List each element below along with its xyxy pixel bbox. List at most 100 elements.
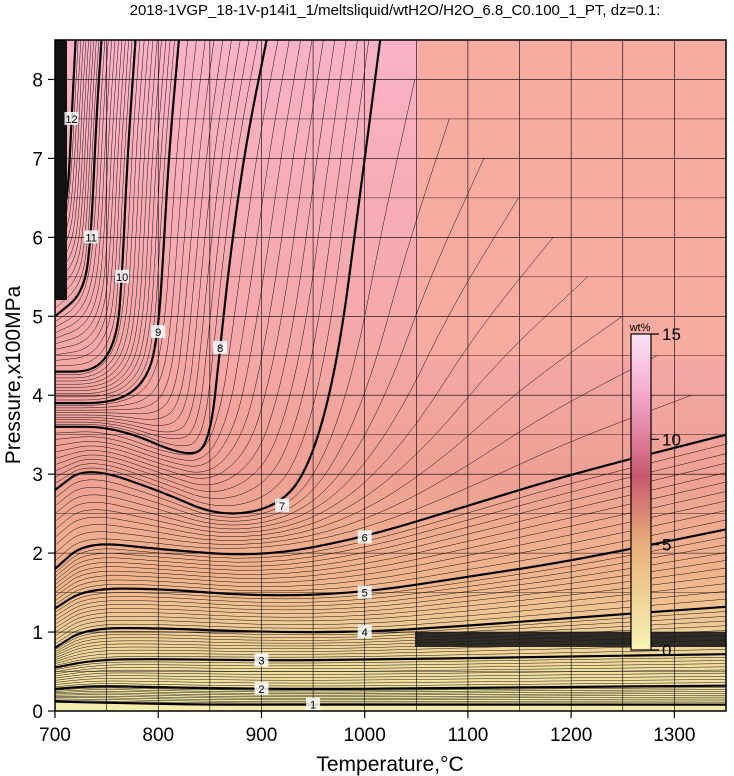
contour-line-minor: [55, 40, 106, 322]
y-tick-label: 3: [32, 465, 43, 486]
contour-label-10: 10: [116, 272, 128, 284]
y-tick-label: 0: [32, 702, 43, 723]
contour-line-minor: [55, 40, 112, 334]
contour-line-minor: [55, 481, 726, 589]
y-axis-label: Pressure,x100MPa: [2, 285, 25, 464]
contour-line-minor: [55, 536, 726, 613]
contour-line-minor: [55, 40, 250, 440]
contour-line-minor: [55, 40, 126, 356]
plot-region-right: [418, 40, 726, 360]
contour-line-minor: [55, 611, 726, 650]
contour-line-minor: [55, 355, 657, 554]
contour-line-minor: [55, 567, 726, 629]
contour-label-bg: [254, 681, 269, 695]
contour-line-minor: [55, 40, 100, 309]
y-tick-label: 8: [32, 70, 43, 91]
contour-label-12: 12: [65, 114, 77, 126]
contour-line-minor: [55, 698, 726, 702]
contour-line-minor: [55, 598, 726, 645]
x-axis-label: Temperature,°C: [316, 753, 463, 776]
contour-label-bg: [151, 325, 166, 339]
x-tick-label: 1300: [653, 725, 695, 746]
contour-line-minor: [55, 40, 116, 339]
contour-line-minor: [55, 500, 726, 597]
contour-line-minor: [55, 443, 726, 574]
contour-label-bg: [357, 530, 372, 544]
contour-label-bg: [357, 585, 372, 599]
contour-line-minor: [55, 40, 347, 492]
colorbar-tick-label: 10: [662, 430, 681, 449]
contour-line-minor: [55, 40, 206, 411]
contour-line-6: [55, 433, 726, 570]
contour-line-minor: [55, 40, 215, 415]
colorbar: wt% 0 5 10 15: [629, 322, 681, 660]
contour-line-9: [55, 40, 180, 405]
x-tick-label: 1100: [447, 725, 488, 746]
contour-line-minor: [55, 663, 726, 675]
contour-line-minor: [55, 40, 133, 367]
contour-line-minor: [55, 40, 313, 473]
contour-line-minor: [55, 40, 188, 406]
contour-line-minor: [55, 40, 324, 479]
contour-line-minor: [55, 118, 450, 522]
colorbar-gradient: [630, 333, 652, 651]
contour-line-minor: [55, 583, 726, 637]
contour-line-minor: [55, 669, 726, 679]
contour-label-1: 1: [310, 700, 316, 712]
contour-line-minor: [55, 472, 726, 585]
contour-line-minor: [55, 40, 109, 328]
colorbar-tick-label: 0: [662, 641, 671, 660]
contour-line-minor: [55, 276, 588, 538]
contour-line-minor: [55, 544, 726, 617]
contour-line-minor: [55, 40, 301, 467]
contour-line-minor: [55, 40, 145, 379]
contour-label-bg: [84, 230, 99, 244]
contour-label-9: 9: [155, 327, 161, 339]
contour-label-5: 5: [362, 588, 368, 600]
contour-line-minor: [55, 40, 123, 350]
contour-line-minor: [55, 197, 519, 530]
contour-line-minor: [55, 672, 726, 681]
contour-line-8: [55, 40, 268, 455]
contour-line-minor: [55, 40, 290, 461]
contour-line-minor: [55, 510, 726, 601]
contour-line-minor: [55, 40, 370, 507]
contour-label-2: 2: [258, 684, 264, 696]
contour-label-bg: [275, 498, 290, 512]
contour-line-minor: [55, 591, 726, 641]
dense-contour-band: [415, 632, 726, 647]
contour-line-minor: [55, 560, 726, 625]
contour-line-4: [55, 605, 726, 649]
contour-line-minor: [55, 316, 623, 546]
contour-label-11: 11: [85, 232, 96, 244]
contour-line-minor: [55, 694, 726, 698]
contour-label-bg: [357, 625, 372, 639]
colorbar-tick-label: 5: [662, 536, 671, 555]
contour-line-minor: [55, 40, 129, 361]
contour-line-5: [55, 528, 726, 610]
contour-label-6: 6: [362, 532, 368, 544]
chart-title: 2018-1VGP_18-1V-p14i1_1/meltsliquid/wtH2…: [130, 2, 661, 19]
y-tick-label: 2: [32, 544, 43, 565]
contour-line-minor: [55, 40, 358, 499]
x-tick-label: 900: [246, 725, 278, 746]
y-tick-label: 1: [32, 623, 43, 644]
x-tick-label: 1000: [344, 725, 386, 746]
contour-line-minor: [55, 40, 241, 433]
x-tick-label: 700: [39, 725, 71, 746]
y-tick-label: 6: [32, 228, 43, 249]
contour-line-minor: [55, 692, 726, 696]
contour-line-minor: [55, 40, 197, 409]
contour-line-minor: [55, 237, 554, 534]
contour-line-minor: [55, 40, 149, 382]
contour-line-10: [55, 40, 137, 373]
contour-line-minor: [55, 40, 171, 398]
contour-line-minor: [55, 40, 167, 394]
y-tick-label: 5: [32, 307, 43, 328]
contour-line-1: [55, 700, 726, 706]
contour-line-minor: [55, 40, 158, 388]
contour-line-11: [55, 40, 103, 318]
contour-label-8: 8: [217, 343, 223, 355]
contour-label-bg: [306, 697, 321, 711]
